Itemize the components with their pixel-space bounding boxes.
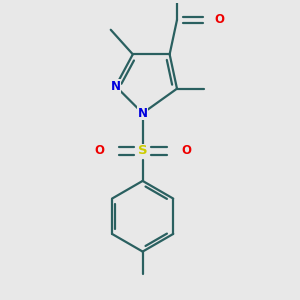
Text: N: N: [111, 80, 121, 93]
Text: S: S: [138, 145, 148, 158]
Text: O: O: [181, 145, 191, 158]
Text: N: N: [138, 107, 148, 120]
Text: O: O: [94, 145, 104, 158]
Text: O: O: [215, 14, 225, 26]
